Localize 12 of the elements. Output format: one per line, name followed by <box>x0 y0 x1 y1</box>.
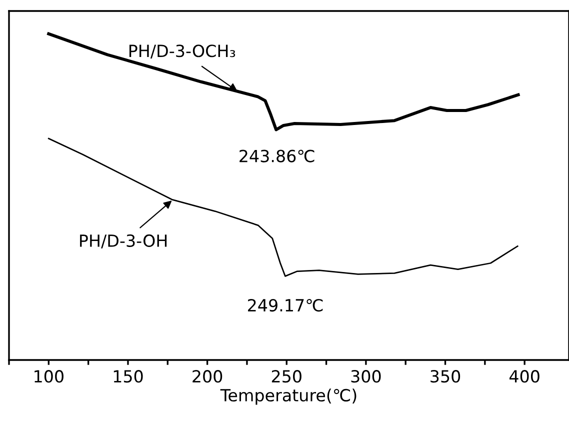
x-tick-label: 300 <box>351 370 381 383</box>
x-tick-label: 150 <box>114 370 143 383</box>
annotation: 249.17℃ <box>248 298 323 312</box>
x-axis-title: Temperature(℃) <box>220 388 356 405</box>
x-tick-label: 400 <box>509 370 540 383</box>
x-tick-label: 200 <box>192 370 222 383</box>
x-tick-label: 350 <box>430 370 460 383</box>
x-tick-label: 250 <box>272 370 302 383</box>
annotation: PH/D-3-OCH₃ <box>129 44 236 58</box>
annotation: PH/D-3-OH <box>80 234 167 248</box>
x-tick-label: 100 <box>34 370 64 383</box>
annotation: 243.86℃ <box>240 150 314 162</box>
